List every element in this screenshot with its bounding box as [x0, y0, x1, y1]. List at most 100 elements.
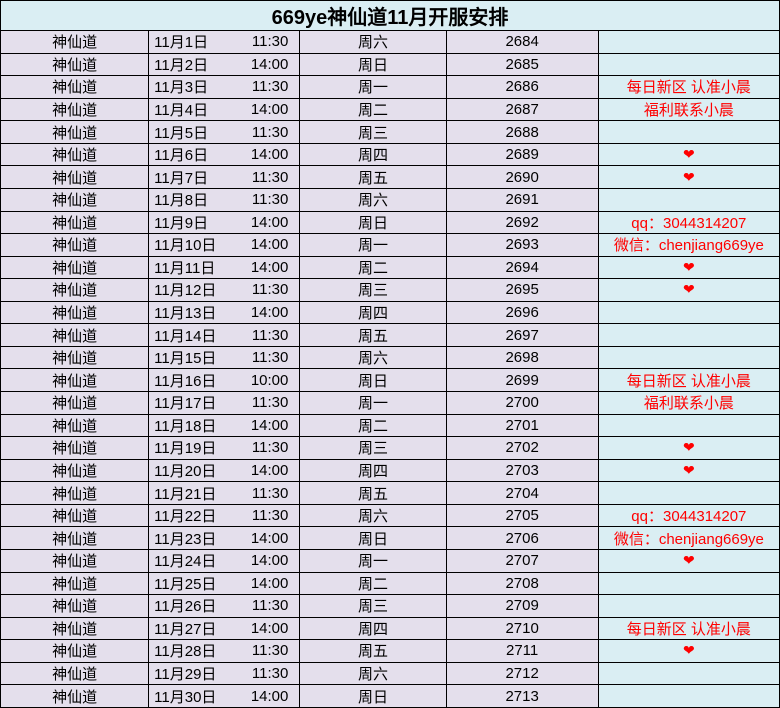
- table-row: 神仙道 11月23日 14:00 周日 2706 微信：chenjiang669…: [0, 526, 780, 550]
- table-row: 神仙道 11月25日 14:00 周二 2708: [0, 571, 780, 596]
- server-number-cell: 2695: [445, 278, 599, 302]
- time-label: 14:00: [250, 213, 289, 231]
- server-number-cell: 2699: [445, 368, 599, 392]
- weekday-cell: 周二: [299, 97, 447, 122]
- datetime-cell: 11月21日 11:30: [148, 481, 301, 505]
- server-number-cell: 2691: [445, 187, 599, 212]
- note-cell: 每日新区 认准小晨: [597, 616, 780, 641]
- table-row: 神仙道 11月24日 14:00 周一 2707 ❤: [0, 548, 780, 573]
- game-name-cell: 神仙道: [0, 165, 150, 189]
- game-name-cell: 神仙道: [0, 233, 150, 257]
- datetime-wrap: 11月3日 11:30: [150, 77, 299, 98]
- date-label: 11月30日: [154, 688, 217, 706]
- datetime-wrap: 11月24日 14:00: [150, 550, 299, 571]
- server-number-cell: 2707: [445, 548, 599, 573]
- game-name-cell: 神仙道: [0, 278, 150, 302]
- time-label: 14:00: [250, 146, 289, 164]
- game-name-cell: 神仙道: [0, 187, 150, 212]
- game-name-cell: 神仙道: [0, 323, 150, 347]
- game-name-cell: 神仙道: [0, 458, 150, 483]
- game-name-cell: 神仙道: [0, 142, 150, 167]
- weekday-cell: 周五: [299, 481, 447, 505]
- date-label: 11月23日: [154, 530, 217, 548]
- time-label: 11:30: [251, 326, 289, 344]
- datetime-cell: 11月8日 11:30: [148, 187, 301, 212]
- note-cell: qq：3044314207: [597, 503, 780, 528]
- time-label: 14:00: [250, 552, 289, 570]
- game-name-cell: 神仙道: [0, 75, 150, 99]
- note-cell: [597, 481, 780, 505]
- table-row: 神仙道 11月28日 11:30 周五 2711 ❤: [0, 639, 780, 663]
- game-name-cell: 神仙道: [0, 481, 150, 505]
- time-label: 11:30: [251, 191, 289, 209]
- weekday-cell: 周六: [299, 503, 447, 528]
- time-label: 14:00: [250, 416, 289, 434]
- note-cell: [597, 571, 780, 596]
- datetime-cell: 11月14日 11:30: [148, 323, 301, 347]
- server-number-cell: 2710: [445, 616, 599, 641]
- datetime-cell: 11月7日 11:30: [148, 165, 301, 189]
- heart-icon: ❤: [597, 548, 780, 573]
- datetime-cell: 11月23日 14:00: [148, 526, 301, 550]
- time-label: 14:00: [250, 529, 289, 547]
- datetime-cell: 11月18日 14:00: [148, 413, 301, 438]
- date-label: 11月12日: [154, 282, 217, 300]
- datetime-cell: 11月26日 11:30: [148, 594, 301, 618]
- table-row: 神仙道 11月21日 11:30 周五 2704: [0, 481, 780, 505]
- game-name-cell: 神仙道: [0, 661, 150, 686]
- time-label: 11:30: [251, 33, 289, 51]
- heart-icon: ❤: [597, 255, 780, 280]
- date-label: 11月2日: [154, 56, 209, 74]
- date-label: 11月27日: [154, 620, 217, 638]
- table-row: 神仙道 11月4日 14:00 周二 2687 福利联系小晨: [0, 97, 780, 122]
- table-row: 神仙道 11月6日 14:00 周四 2689 ❤: [0, 142, 780, 167]
- date-label: 11月9日: [154, 214, 209, 232]
- game-name-cell: 神仙道: [0, 255, 150, 280]
- game-name-cell: 神仙道: [0, 594, 150, 618]
- weekday-cell: 周六: [299, 30, 447, 54]
- note-cell: 福利联系小晨: [597, 97, 780, 122]
- datetime-wrap: 11月9日 14:00: [150, 212, 299, 233]
- datetime-wrap: 11月16日 10:00: [150, 370, 299, 391]
- time-label: 11:30: [251, 507, 289, 525]
- datetime-wrap: 11月11日 14:00: [150, 257, 299, 278]
- note-cell: [597, 300, 780, 325]
- weekday-cell: 周日: [299, 52, 447, 77]
- server-number-cell: 2706: [445, 526, 599, 550]
- game-name-cell: 神仙道: [0, 210, 150, 235]
- note-cell: [597, 30, 780, 54]
- server-number-cell: 2684: [445, 30, 599, 54]
- date-label: 11月28日: [154, 643, 217, 661]
- datetime-cell: 11月17日 11:30: [148, 391, 301, 415]
- server-number-cell: 2701: [445, 413, 599, 438]
- game-name-cell: 神仙道: [0, 368, 150, 392]
- game-name-cell: 神仙道: [0, 548, 150, 573]
- game-name-cell: 神仙道: [0, 345, 150, 370]
- server-number-cell: 2689: [445, 142, 599, 167]
- note-cell: [597, 345, 780, 370]
- time-label: 11:30: [251, 394, 289, 412]
- table-body: 神仙道 11月1日 11:30 周六 2684 神仙道 11月2日 14:00 …: [0, 30, 780, 708]
- time-label: 11:30: [251, 123, 289, 141]
- server-number-cell: 2711: [445, 639, 599, 663]
- weekday-cell: 周二: [299, 413, 447, 438]
- date-label: 11月10日: [154, 237, 217, 255]
- datetime-wrap: 11月15日 11:30: [150, 347, 299, 368]
- table-row: 神仙道 11月15日 11:30 周六 2698: [0, 345, 780, 370]
- heart-icon: ❤: [597, 142, 780, 167]
- date-label: 11月14日: [154, 327, 217, 345]
- weekday-cell: 周一: [299, 233, 447, 257]
- time-label: 11:30: [251, 281, 289, 299]
- server-number-cell: 2713: [445, 684, 599, 708]
- datetime-wrap: 11月23日 14:00: [150, 528, 299, 549]
- date-label: 11月8日: [154, 192, 209, 210]
- weekday-cell: 周六: [299, 661, 447, 686]
- table-row: 神仙道 11月7日 11:30 周五 2690 ❤: [0, 165, 780, 189]
- datetime-wrap: 11月27日 14:00: [150, 618, 299, 639]
- datetime-wrap: 11月26日 11:30: [150, 596, 299, 617]
- table-row: 神仙道 11月13日 14:00 周四 2696: [0, 300, 780, 325]
- date-label: 11月20日: [154, 462, 217, 480]
- date-label: 11月15日: [154, 350, 217, 368]
- datetime-cell: 11月2日 14:00: [148, 52, 301, 77]
